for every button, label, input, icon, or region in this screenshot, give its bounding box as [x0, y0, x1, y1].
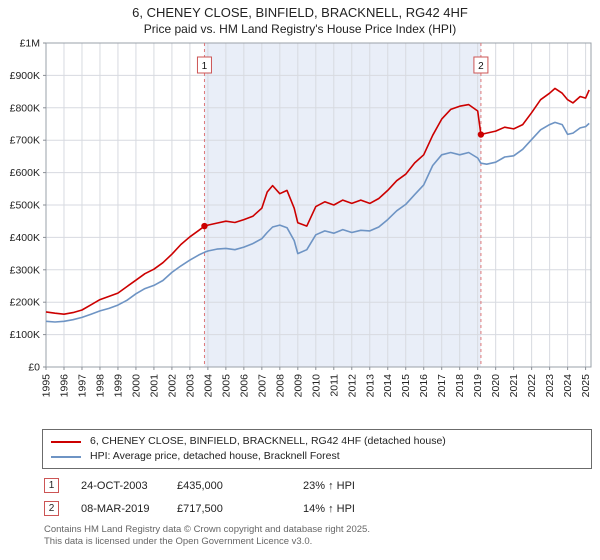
- transaction-marker-1: 1: [44, 478, 59, 493]
- svg-text:2023: 2023: [544, 374, 556, 398]
- sale-marker-label: 1: [202, 61, 208, 72]
- series-line-hpi: [45, 121, 590, 323]
- svg-text:£300K: £300K: [10, 264, 40, 276]
- legend-swatch-0: [51, 440, 81, 443]
- sale-marker-box: [473, 56, 489, 74]
- svg-text:1995: 1995: [41, 374, 53, 398]
- transaction-price: £717,500: [177, 502, 223, 515]
- svg-text:1996: 1996: [58, 374, 70, 398]
- footer-line-1: Contains HM Land Registry data © Crown c…: [44, 524, 370, 535]
- svg-text:£400K: £400K: [10, 232, 40, 244]
- page: 6, CHENEY CLOSE, BINFIELD, BRACKNELL, RG…: [0, 0, 600, 547]
- svg-text:2020: 2020: [490, 374, 502, 398]
- svg-text:£600K: £600K: [10, 167, 40, 179]
- svg-text:2022: 2022: [526, 374, 538, 398]
- svg-text:2000: 2000: [130, 374, 142, 398]
- license-footer: Contains HM Land Registry data © Crown c…: [44, 524, 600, 547]
- svg-text:2013: 2013: [364, 374, 376, 398]
- svg-text:£900K: £900K: [10, 70, 40, 82]
- svg-text:2024: 2024: [562, 374, 574, 398]
- price-chart: 1 2£0£100K£200K£300K£400K£500K£600K£700K£…: [10, 38, 593, 398]
- axis-ticks: [43, 42, 587, 370]
- svg-text:2025: 2025: [580, 374, 592, 398]
- chart-header: 6, CHENEY CLOSE, BINFIELD, BRACKNELL, RG…: [0, 0, 600, 37]
- svg-text:1997: 1997: [76, 374, 88, 398]
- legend-label-hpi: HPI: Average price, detached house, Brac…: [90, 450, 340, 462]
- svg-text:2006: 2006: [238, 374, 250, 398]
- svg-text:2019: 2019: [472, 374, 484, 398]
- svg-text:2009: 2009: [292, 374, 304, 398]
- svg-text:2015: 2015: [400, 374, 412, 398]
- legend-item-hpi: HPI: Average price, detached house, Brac…: [51, 449, 583, 464]
- sale-point: [201, 222, 208, 230]
- svg-text:2018: 2018: [454, 374, 466, 398]
- svg-text:£100K: £100K: [10, 329, 40, 341]
- sale-marker-box: [196, 56, 212, 74]
- transaction-date: 24-OCT-2003: [81, 479, 148, 492]
- svg-text:£200K: £200K: [10, 297, 40, 309]
- legend: 6, CHENEY CLOSE, BINFIELD, BRACKNELL, RG…: [42, 429, 592, 469]
- svg-text:£500K: £500K: [10, 200, 40, 212]
- series-line-property: [45, 87, 590, 316]
- transaction-marker-2: 2: [44, 501, 59, 516]
- svg-text:£1M: £1M: [20, 38, 40, 50]
- svg-text:2004: 2004: [202, 374, 214, 398]
- transaction-row: 2 08-MAR-2019 £717,500 14% ↑ HPI: [44, 501, 600, 516]
- svg-text:2001: 2001: [148, 374, 160, 398]
- svg-text:£700K: £700K: [10, 135, 40, 147]
- svg-text:2002: 2002: [166, 374, 178, 398]
- svg-text:2014: 2014: [382, 374, 394, 398]
- legend-label-property: 6, CHENEY CLOSE, BINFIELD, BRACKNELL, RG…: [90, 435, 446, 447]
- svg-text:2011: 2011: [328, 374, 340, 397]
- svg-text:£0: £0: [28, 362, 40, 374]
- svg-text:2017: 2017: [436, 374, 448, 398]
- transaction-date: 08-MAR-2019: [81, 502, 150, 515]
- svg-text:2005: 2005: [220, 374, 232, 398]
- svg-text:2008: 2008: [274, 374, 286, 398]
- chart-title: 6, CHENEY CLOSE, BINFIELD, BRACKNELL, RG…: [132, 5, 468, 20]
- transaction-price: £435,000: [177, 479, 223, 492]
- svg-text:2010: 2010: [310, 374, 322, 398]
- svg-text:2012: 2012: [346, 374, 358, 398]
- sale-marker-label: 2: [478, 61, 484, 72]
- transaction-row: 1 24-OCT-2003 £435,000 23% ↑ HPI: [44, 478, 600, 493]
- transaction-hpi-delta: 14% ↑ HPI: [303, 502, 355, 515]
- transaction-hpi-delta: 23% ↑ HPI: [303, 479, 355, 492]
- y-axis-labels: £0 £100K £200K £300K £400K £500K £600K £700K £80…: [10, 38, 41, 374]
- x-axis-labels: 1995 1996 1997 1998 1999 2000 2001 2002 2003 2004…: [41, 374, 593, 398]
- svg-text:2007: 2007: [256, 374, 268, 398]
- svg-text:2003: 2003: [184, 374, 196, 398]
- chart-subtitle: Price paid vs. HM Land Registry's House …: [143, 22, 457, 36]
- svg-text:1998: 1998: [94, 374, 106, 398]
- svg-text:2016: 2016: [418, 374, 430, 398]
- legend-item-property: 6, CHENEY CLOSE, BINFIELD, BRACKNELL, RG…: [51, 434, 583, 449]
- svg-text:£800K: £800K: [10, 102, 40, 114]
- svg-text:1999: 1999: [112, 374, 124, 398]
- sale-point: [477, 131, 485, 138]
- svg-text:2021: 2021: [508, 374, 520, 398]
- footer-line-2: This data is licensed under the Open Gov…: [44, 535, 313, 547]
- transactions: 1 24-OCT-2003 £435,000 23% ↑ HPI 2 08-MA…: [44, 478, 600, 516]
- legend-swatch-1: [51, 455, 81, 458]
